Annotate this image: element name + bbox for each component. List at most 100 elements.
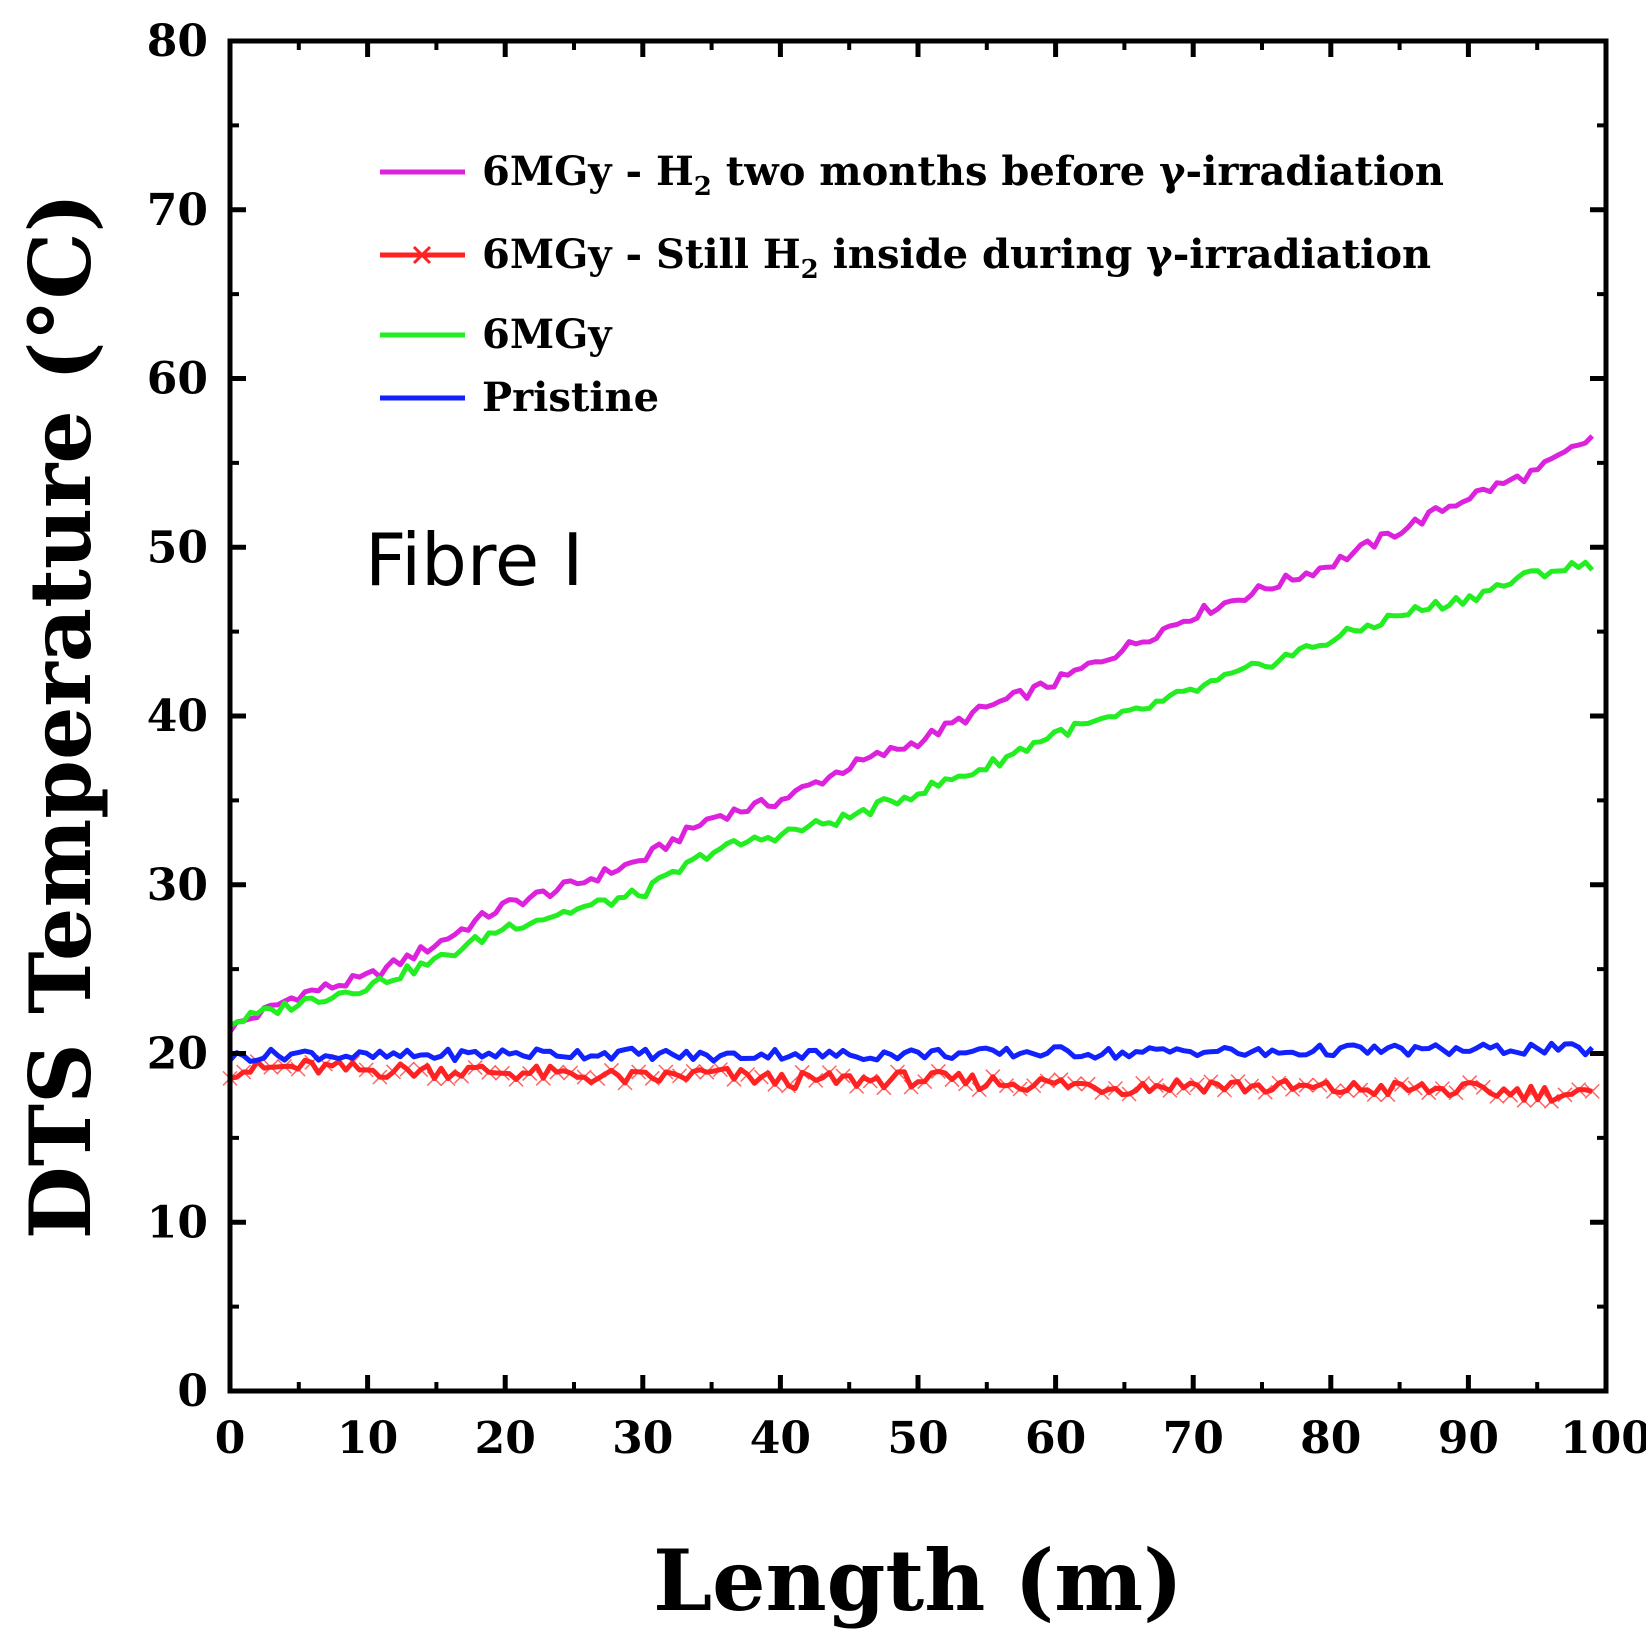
series-2-marker bbox=[1571, 1082, 1587, 1098]
series-2-marker bbox=[1312, 1077, 1328, 1093]
series-2-marker bbox=[290, 1061, 306, 1077]
series-2-marker bbox=[1448, 1085, 1464, 1101]
y-tick-label: 80 bbox=[147, 16, 208, 67]
series-2-marker bbox=[794, 1064, 810, 1080]
series-2-marker bbox=[876, 1080, 892, 1096]
y-tick-label: 40 bbox=[147, 691, 208, 742]
legend: 6MGy - H2 two months before γ-irradiatio… bbox=[380, 148, 1444, 421]
series-2-marker bbox=[1557, 1087, 1573, 1103]
series-2-marker bbox=[767, 1076, 783, 1092]
series-layer bbox=[222, 434, 1600, 1109]
y-tick-label: 30 bbox=[147, 860, 208, 911]
series-2-marker bbox=[399, 1061, 415, 1077]
series-2-marker bbox=[263, 1059, 279, 1075]
series-2-marker bbox=[699, 1064, 715, 1080]
series-2-marker bbox=[549, 1064, 565, 1080]
series-2-marker bbox=[467, 1060, 483, 1076]
series-2-marker bbox=[740, 1066, 756, 1083]
y-tick-label: 60 bbox=[147, 354, 208, 405]
series-2-marker bbox=[413, 1062, 429, 1078]
y-tick-label: 70 bbox=[147, 185, 208, 236]
series-2-marker bbox=[1530, 1092, 1546, 1108]
series-2-marker bbox=[998, 1078, 1015, 1094]
fibre-annotation: Fibre I bbox=[365, 518, 583, 602]
x-tick-label: 90 bbox=[1438, 1413, 1499, 1464]
series-2-marker bbox=[494, 1065, 510, 1081]
series-2-marker bbox=[780, 1078, 797, 1094]
x-tick-label: 60 bbox=[1025, 1413, 1086, 1464]
series-2-marker bbox=[1080, 1076, 1096, 1092]
series-2-marker bbox=[1094, 1084, 1110, 1101]
series-2-marker bbox=[672, 1068, 688, 1084]
series-2-marker bbox=[1244, 1078, 1260, 1094]
series-2-marker bbox=[1353, 1082, 1369, 1098]
series-2-marker bbox=[726, 1071, 742, 1087]
series-2-marker bbox=[958, 1076, 974, 1092]
series-2-marker bbox=[1285, 1081, 1301, 1097]
series-2-marker bbox=[1039, 1073, 1055, 1089]
legend-marker bbox=[412, 245, 432, 265]
series-2-marker bbox=[535, 1070, 551, 1086]
series-2-marker bbox=[1121, 1086, 1137, 1102]
series-2-marker bbox=[358, 1062, 374, 1078]
series-2-marker bbox=[508, 1071, 524, 1087]
series-2-marker bbox=[1067, 1076, 1083, 1092]
series-2-marker bbox=[563, 1065, 579, 1081]
series-2-marker bbox=[481, 1064, 497, 1080]
series-2-marker bbox=[1107, 1080, 1123, 1097]
series-2-marker bbox=[426, 1071, 442, 1087]
series-2-marker bbox=[372, 1069, 388, 1085]
legend-label-3: 6MGy bbox=[482, 311, 613, 358]
series-2-marker bbox=[862, 1073, 878, 1089]
x-tick-label: 0 bbox=[215, 1413, 246, 1464]
series-2-marker bbox=[1584, 1083, 1600, 1099]
series-2-marker bbox=[903, 1079, 919, 1095]
series-2-marker bbox=[917, 1074, 933, 1090]
series-2-marker bbox=[1230, 1074, 1246, 1090]
x-tick-label: 70 bbox=[1163, 1413, 1224, 1464]
series-2-marker bbox=[1380, 1087, 1396, 1103]
series-2-marker bbox=[1216, 1082, 1232, 1098]
series-line-4 bbox=[228, 1040, 1595, 1064]
plot-area bbox=[230, 41, 1606, 1391]
series-2-marker bbox=[1434, 1081, 1450, 1097]
y-axis-title: DTS Temperature (°C) bbox=[11, 193, 110, 1239]
series-2-marker bbox=[644, 1070, 660, 1086]
series-2-marker bbox=[1176, 1080, 1192, 1096]
series-2-marker bbox=[835, 1068, 851, 1084]
series-2-marker bbox=[385, 1064, 401, 1080]
series-2-marker bbox=[821, 1065, 837, 1081]
series-2-marker bbox=[1543, 1093, 1559, 1109]
series-2-marker bbox=[1393, 1076, 1410, 1092]
series-2-marker bbox=[1148, 1077, 1164, 1094]
series-2-marker bbox=[276, 1058, 293, 1074]
y-tick-label: 20 bbox=[147, 1029, 208, 1080]
x-tick-label: 100 bbox=[1560, 1413, 1646, 1464]
series-2-marker bbox=[753, 1069, 769, 1085]
series-2-marker bbox=[522, 1065, 538, 1081]
series-2-marker bbox=[1475, 1079, 1491, 1095]
y-tick-label: 50 bbox=[147, 522, 208, 573]
series-2-marker bbox=[1257, 1084, 1273, 1100]
legend-label-4: Pristine bbox=[482, 374, 659, 421]
series-2-marker bbox=[849, 1078, 865, 1094]
series-2-marker bbox=[454, 1068, 470, 1084]
series-2-marker bbox=[1203, 1074, 1219, 1090]
legend-label-1: 6MGy - H2 two months before γ-irradiatio… bbox=[482, 148, 1444, 202]
series-2-marker bbox=[1298, 1077, 1314, 1093]
series-2-marker bbox=[1135, 1075, 1151, 1091]
series-2-marker bbox=[1053, 1072, 1069, 1088]
series-2-marker bbox=[590, 1071, 606, 1087]
series-2-marker bbox=[1407, 1080, 1423, 1096]
series-2-marker bbox=[944, 1072, 960, 1088]
series-2-marker bbox=[985, 1069, 1001, 1085]
series-2-marker bbox=[1162, 1082, 1178, 1098]
series-2-marker bbox=[576, 1069, 592, 1085]
series-2-marker bbox=[1325, 1083, 1341, 1099]
x-tick-label: 40 bbox=[750, 1413, 811, 1464]
series-2-marker bbox=[1421, 1085, 1437, 1101]
series-line-3 bbox=[228, 559, 1595, 1028]
series-2-marker bbox=[440, 1070, 456, 1087]
series-2-marker bbox=[685, 1063, 701, 1079]
x-tick-label: 30 bbox=[612, 1413, 673, 1464]
